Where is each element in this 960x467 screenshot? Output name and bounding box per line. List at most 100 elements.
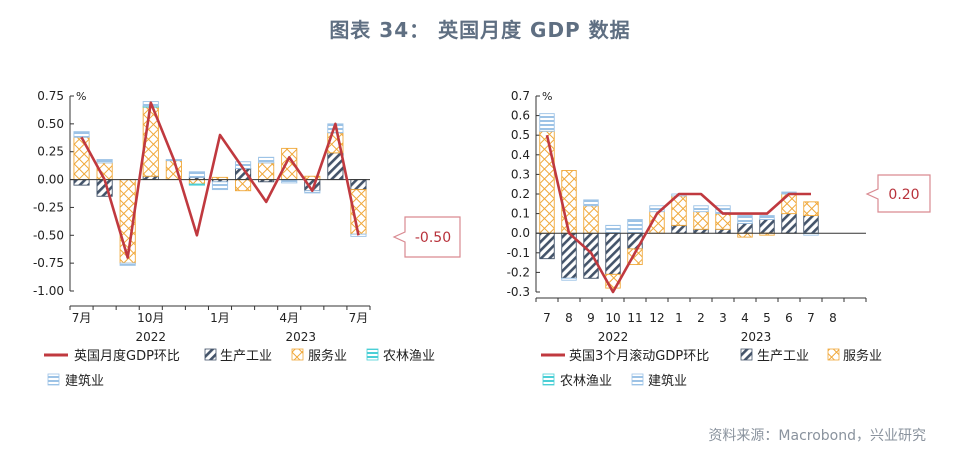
bar-industry xyxy=(627,232,643,250)
legend-swatch-construction xyxy=(631,373,644,386)
bar-industry xyxy=(693,228,709,234)
bar-services xyxy=(188,179,205,185)
y-tick-label: -0.1 xyxy=(507,246,530,260)
x-tick-label: 6 xyxy=(785,311,793,325)
year-label: 2022 xyxy=(598,330,629,344)
y-tick-label: 0.75 xyxy=(37,89,64,103)
bar-construction xyxy=(258,156,275,164)
gdp-line xyxy=(80,101,360,259)
y-tick-label: 0.7 xyxy=(511,89,530,103)
bar-construction xyxy=(583,199,599,207)
bar-industry xyxy=(350,179,367,191)
bar-industry xyxy=(715,228,731,234)
bar-industry xyxy=(759,219,775,234)
legend-swatch-agriculture xyxy=(366,348,379,361)
bar-services xyxy=(235,179,252,192)
legend-label-services: 服务业 xyxy=(843,348,882,364)
bar-industry xyxy=(142,175,159,181)
y-tick-label: -1.00 xyxy=(33,284,64,298)
y-tick-label: 0.4 xyxy=(511,148,530,162)
bar-construction xyxy=(211,181,229,191)
x-tick-label: 8 xyxy=(829,311,837,325)
callout-rolling-value: 0.20 xyxy=(888,187,919,203)
y-tick-label: 0.25 xyxy=(37,145,64,159)
bar-construction xyxy=(693,205,709,213)
x-tick-label: 11 xyxy=(627,311,642,325)
bar-services xyxy=(671,195,687,226)
x-tick-label: 9 xyxy=(587,311,595,325)
y-tick-label: 0.5 xyxy=(511,128,530,142)
x-tick-label: 1 xyxy=(675,311,683,325)
bar-services xyxy=(73,136,90,181)
bar-construction xyxy=(737,215,753,224)
bar-construction xyxy=(73,131,90,138)
x-tick-label: 10月 xyxy=(137,311,164,325)
bar-construction xyxy=(759,215,775,220)
x-tick-label: 8 xyxy=(565,311,573,325)
x-tick-label: 10 xyxy=(605,311,620,325)
legend-label-agriculture: 农林渔业 xyxy=(383,349,435,364)
bar-industry xyxy=(539,232,555,260)
x-tick-label: 3 xyxy=(719,311,727,325)
callout-monthly-value: -0.50 xyxy=(415,230,451,246)
y-tick-label: 0.1 xyxy=(511,207,530,221)
bar-industry xyxy=(803,215,819,234)
bar-construction xyxy=(561,277,577,281)
year-label: 2022 xyxy=(135,330,166,344)
bar-industry xyxy=(561,232,577,279)
legend-label-agriculture: 农林渔业 xyxy=(560,374,612,389)
bar-industry xyxy=(781,213,797,234)
bar-construction xyxy=(281,179,298,184)
legend-label-industry: 生产工业 xyxy=(757,349,809,364)
bar-agriculture xyxy=(188,183,205,186)
bar-construction xyxy=(605,224,621,234)
y-tick-label: 0.3 xyxy=(511,167,530,181)
x-tick-label: 7月 xyxy=(349,311,369,325)
bar-services xyxy=(539,130,555,234)
y-tick-label: 0.2 xyxy=(511,187,530,201)
x-tick-label: 4 xyxy=(741,311,749,325)
year-label: 2023 xyxy=(285,330,316,344)
bar-services xyxy=(693,211,709,230)
legend-label-services: 服务业 xyxy=(308,348,347,364)
y-unit-label: % xyxy=(542,90,552,103)
year-label: 2023 xyxy=(741,330,772,344)
y-tick-label: -0.75 xyxy=(33,256,64,270)
legend-label-construction: 建筑业 xyxy=(648,373,687,389)
bar-services xyxy=(803,201,819,217)
legend-swatch-agriculture xyxy=(542,373,555,386)
y-tick-label: -0.2 xyxy=(507,265,530,279)
bar-industry xyxy=(583,232,599,279)
bar-services xyxy=(561,170,577,234)
x-tick-label: 2 xyxy=(697,311,705,325)
x-tick-label: 12 xyxy=(649,311,664,325)
y-tick-label: -0.50 xyxy=(33,228,64,242)
chart-rolling-gdp: 0.70.60.50.40.30.20.10.0-0.1-0.2-0.3%7 8 9… xyxy=(507,89,867,344)
legend-label-gdp: 英国3个月滚动GDP环比 xyxy=(569,348,709,364)
source-note: 资料来源：Macrobond，兴业研究 xyxy=(708,428,926,444)
legend-label-gdp: 英国月度GDP环比 xyxy=(74,348,180,364)
legend-monthly: 英国月度GDP环比 生产工业 服务业 农林渔业 建筑业 xyxy=(44,348,435,389)
chart-monthly-gdp: 0.75 0.50 0.25 0.00 -0.25 -0.50 -0.75 -1.00% 7月 1… xyxy=(33,89,371,344)
figure-title: 图表 34： 英国月度 GDP 数据 xyxy=(329,18,631,42)
bar-industry xyxy=(671,224,687,234)
legend-swatch-industry xyxy=(204,348,217,361)
bar-services xyxy=(258,162,275,181)
bar-industry xyxy=(737,222,753,234)
y-tick-label: 0.50 xyxy=(37,117,64,131)
x-tick-label: 1月 xyxy=(210,311,230,325)
bar-services xyxy=(715,213,731,230)
gdp-line xyxy=(545,134,811,294)
bar-industry xyxy=(327,152,344,181)
x-tick-label: 7 xyxy=(543,311,551,325)
bar-construction xyxy=(119,262,136,266)
x-tick-label: 7月 xyxy=(72,311,92,325)
y-tick-label: 0.00 xyxy=(37,173,64,187)
y-tick-label: -0.25 xyxy=(33,200,64,214)
bar-construction xyxy=(539,113,555,132)
x-tick-label: 5 xyxy=(763,311,771,325)
legend-label-industry: 生产工业 xyxy=(220,349,272,364)
bar-construction xyxy=(627,219,643,234)
bar-construction xyxy=(188,171,205,178)
y-tick-label: 0.6 xyxy=(511,109,530,123)
